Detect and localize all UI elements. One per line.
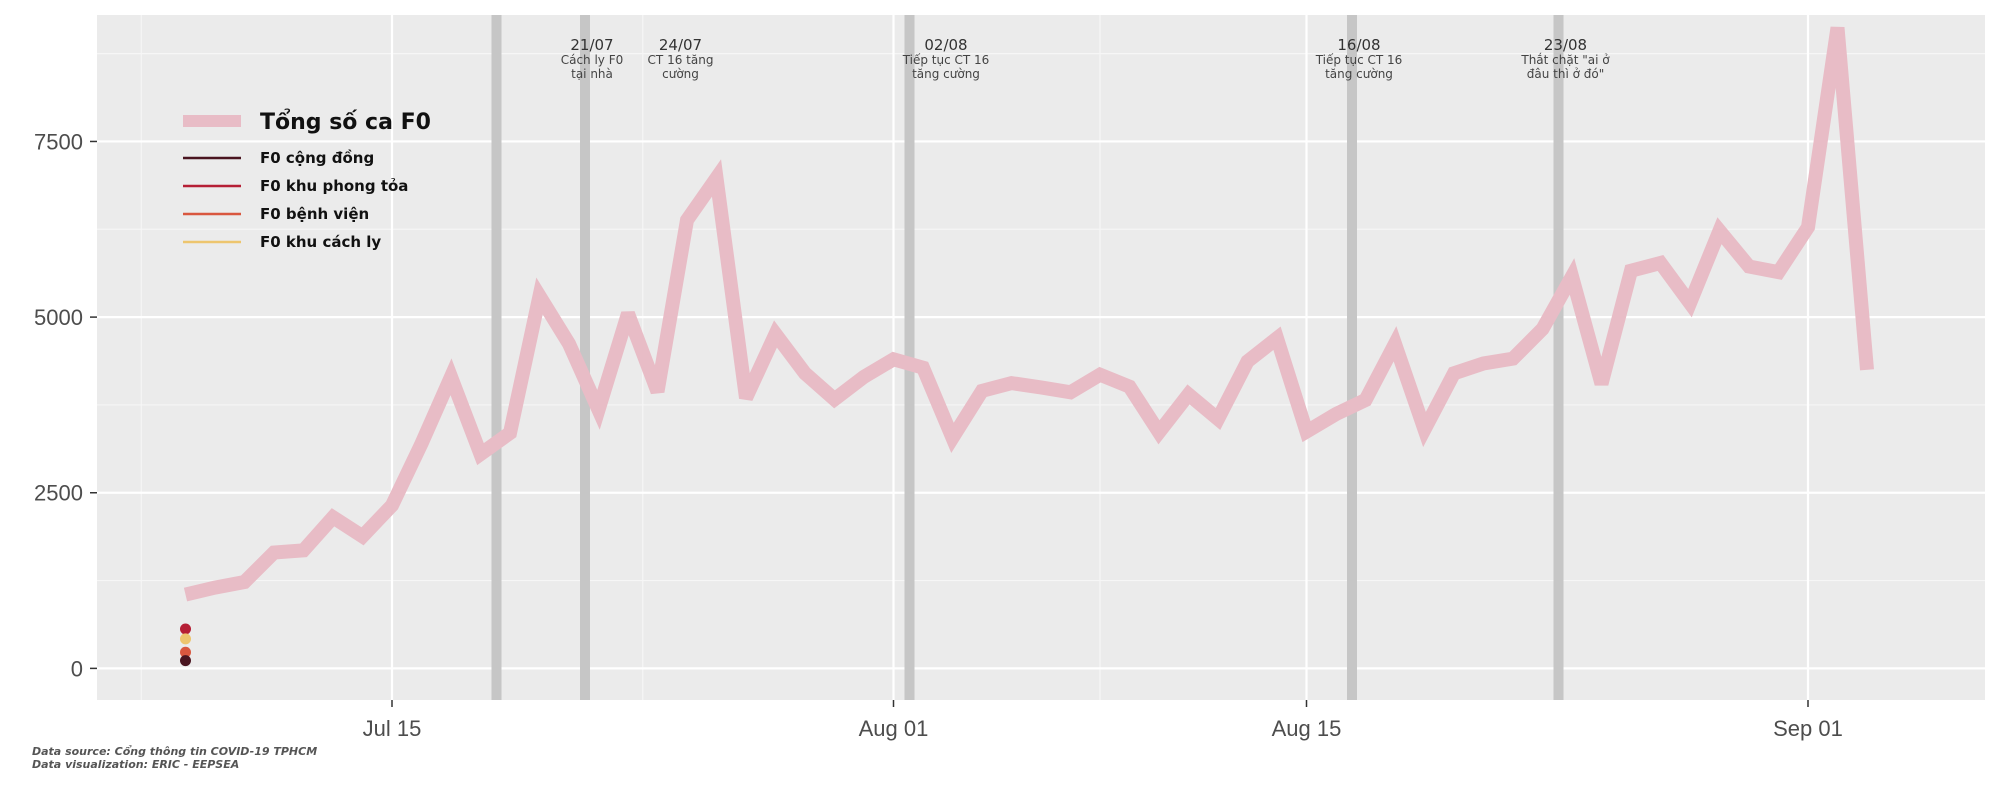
annotation-text: CT 16 tăng (648, 53, 714, 67)
annotation-text: cường (662, 67, 699, 81)
legend-label: F0 khu phong tỏa (260, 177, 408, 195)
annotation-text: Thắt chặt "ai ở (1520, 53, 1610, 67)
annotation-text: Tiếp tục CT 16 (902, 53, 990, 67)
event-band (1347, 15, 1357, 700)
event-band (580, 15, 590, 700)
annotation-text: tăng cường (912, 67, 980, 81)
x-tick-label: Aug 15 (1272, 716, 1342, 741)
y-tick-label: 2500 (34, 481, 83, 506)
annotation-date: 21/07 (570, 36, 613, 54)
legend-label: Tổng số ca F0 (260, 109, 431, 135)
event-band (491, 15, 502, 700)
plot-panel (97, 15, 1985, 700)
annotation-date: 16/08 (1337, 36, 1380, 54)
x-tick-label: Sep 01 (1773, 716, 1843, 741)
annotation-date: 23/08 (1544, 36, 1587, 54)
x-tick-label: Aug 01 (859, 716, 929, 741)
component-dot (180, 655, 191, 667)
caption-data-visualization: Data visualization: ERIC - EEPSEA (32, 758, 240, 771)
legend: Tổng số ca F0 F0 cộng đồng F0 khu phong tỏ… (183, 109, 431, 251)
annotation-text: Tiếp tục CT 16 (1315, 53, 1403, 67)
legend-label: F0 khu cách ly (260, 233, 381, 251)
y-tick-label: 5000 (34, 305, 83, 330)
component-dot (180, 623, 191, 635)
legend-label: F0 bệnh viện (260, 205, 369, 223)
annotation-text: đâu thì ở đó" (1527, 67, 1604, 81)
annotation-text: tại nhà (571, 67, 613, 81)
legend-label: F0 cộng đồng (260, 148, 374, 167)
component-dot (180, 646, 191, 658)
event-band (1553, 15, 1564, 700)
component-dot (180, 633, 191, 645)
y-tick-label: 7500 (34, 129, 83, 154)
x-tick-label: Jul 15 (363, 716, 422, 741)
y-tick-label: 0 (71, 656, 83, 681)
annotation-date: 24/07 (659, 36, 702, 54)
series-line-total-f0 (183, 26, 1874, 602)
annotation-text: tăng cường (1325, 67, 1393, 81)
annotation-date: 02/08 (924, 36, 967, 54)
annotation-text: Cách ly F0 (561, 53, 624, 67)
caption-data-source: Data source: Cổng thông tin COVID-19 TPH… (32, 745, 318, 758)
